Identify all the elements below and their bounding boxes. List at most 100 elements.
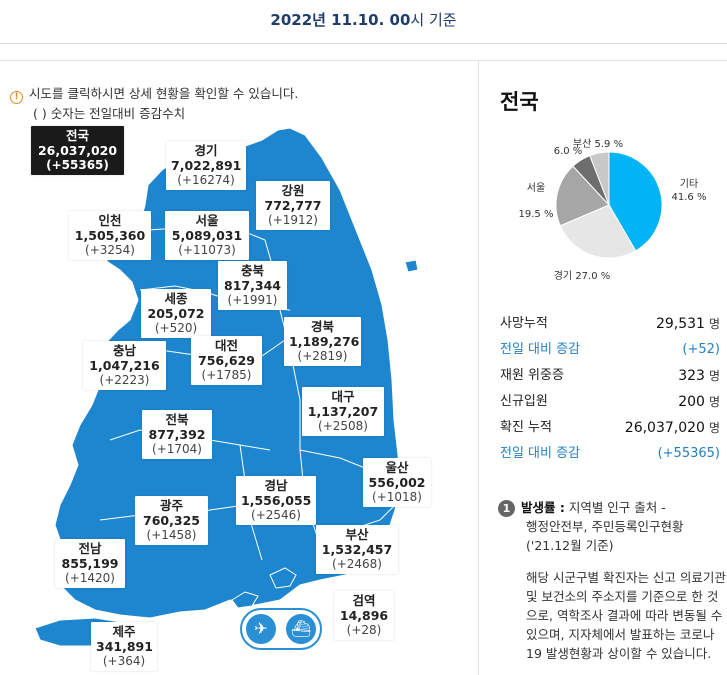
pie-slice	[589, 151, 610, 206]
region-delta: (+3254)	[85, 243, 135, 257]
region-delta: (+2546)	[251, 508, 301, 522]
region-delta: (+1912)	[268, 213, 318, 227]
region-jeju[interactable]: 제주 341,891 (+364)	[91, 622, 157, 671]
pie-label-etc: 기타 41.6 %	[671, 179, 707, 203]
stat-label: 신규입원	[500, 394, 548, 409]
region-gyeongnam[interactable]: 경남 1,556,055 (+2546)	[236, 476, 316, 525]
region-value: 26,037,020	[37, 143, 118, 158]
pie-slice	[555, 165, 610, 227]
info-icon: !	[10, 91, 23, 104]
source-text: 지역별 인구 출처 -	[564, 500, 666, 515]
pie-slice	[608, 151, 663, 252]
region-name: 충남	[112, 343, 136, 358]
region-delta: (+55365)	[46, 158, 109, 172]
region-gangwon[interactable]: 강원 772,777 (+1912)	[256, 181, 330, 230]
region-value: 760,325	[143, 513, 200, 528]
stat-critical: 재원 위중증 323 명	[500, 364, 720, 390]
ship-icon[interactable]: ⛴	[286, 614, 316, 644]
region-gwangju[interactable]: 광주 760,325 (+1458)	[135, 496, 208, 545]
region-value: 1,047,216	[89, 358, 160, 373]
region-value: 772,777	[264, 198, 322, 213]
region-name: 강원	[281, 183, 305, 198]
airport-port-toggle: ✈ ⛴	[240, 608, 322, 650]
disclaimer-note: 해당 시군구별 확진자는 신고 의료기관 및 보건소의 주소지를 기준으로 한 …	[526, 570, 726, 661]
region-daejeon[interactable]: 대전 756,629 (+1785)	[191, 336, 262, 385]
region-chungbuk[interactable]: 충북 817,344 (+1991)	[218, 261, 287, 310]
region-value: 205,072	[147, 306, 205, 321]
region-delta: (+520)	[154, 321, 198, 335]
stat-value: 29,531 명	[655, 316, 720, 332]
region-value: 877,392	[148, 427, 206, 442]
map-island-2	[269, 567, 297, 589]
stat-deaths: 사망누적 29,531 명	[500, 312, 720, 338]
region-delta: (+364)	[102, 654, 146, 668]
region-value: 1,189,276	[289, 334, 360, 349]
stat-label: 전일 대비 증감	[500, 446, 581, 461]
source-text: ('21.12월 기준)	[526, 538, 614, 553]
region-value: 756,629	[198, 353, 255, 368]
region-gyeongbuk[interactable]: 경북 1,189,276 (+2819)	[284, 317, 361, 366]
source-text: 행정안전부, 주민등록인구현황	[526, 519, 684, 534]
region-quarantine[interactable]: 검역 14,896 (+28)	[334, 591, 394, 640]
region-incheon[interactable]: 인천 1,505,360 (+3254)	[69, 211, 151, 260]
region-value: 341,891	[96, 639, 153, 654]
region-jeonbuk[interactable]: 전북 877,392 (+1704)	[142, 410, 212, 459]
side-title: 전국	[500, 90, 539, 114]
region-name: 광주	[159, 498, 183, 513]
region-name: 울산	[385, 460, 409, 475]
stat-value: 26,037,020 명	[624, 420, 720, 436]
region-value: 1,556,055	[241, 493, 312, 508]
region-jeonnam[interactable]: 전남 855,199 (+1420)	[55, 539, 125, 588]
korea-map-shape	[34, 127, 419, 647]
region-name: 제주	[112, 624, 136, 639]
region-value: 14,896	[339, 608, 389, 623]
region-gyeonggi[interactable]: 경기 7,022,891 (+16274)	[166, 141, 246, 190]
region-value: 1,137,207	[307, 404, 379, 419]
share-pie-chart: 기타 41.6 % 경기 27.0 % 서울 19.5 % 6.0 % 부산 5.9…	[500, 128, 727, 288]
region-seoul[interactable]: 서울 5,089,031 (+11073)	[165, 211, 249, 260]
region-name: 전북	[165, 412, 189, 427]
region-sejong[interactable]: 세종 205,072 (+520)	[141, 289, 211, 338]
region-daegu[interactable]: 대구 1,137,207 (+2508)	[302, 387, 384, 436]
reference-date: 2022년 11.10. 00시 기준	[270, 11, 457, 29]
map-island-1	[231, 591, 259, 609]
stats-panel: 사망누적 29,531 명 전일 대비 증감 (+52) 재원 위중증 323 명 …	[500, 312, 720, 468]
source-title: 발생률 :	[521, 500, 565, 515]
region-delta: (+2508)	[318, 419, 368, 433]
region-delta: (+1420)	[65, 571, 115, 585]
stat-cases: 확진 누적 26,037,020 명	[500, 416, 720, 442]
stat-value: (+55365)	[657, 446, 720, 461]
region-ulsan[interactable]: 울산 556,002 (+1018)	[363, 458, 431, 507]
region-chungnam[interactable]: 충남 1,047,216 (+2223)	[83, 341, 166, 390]
region-national[interactable]: 전국 26,037,020 (+55365)	[31, 126, 124, 175]
region-name: 검역	[352, 593, 376, 608]
stat-cases-delta: 전일 대비 증감 (+55365)	[500, 442, 720, 468]
region-name: 부산	[345, 527, 369, 542]
region-delta: (+28)	[346, 623, 382, 637]
pie-slices	[555, 151, 663, 259]
region-delta: (+1991)	[227, 293, 278, 307]
stat-admissions: 신규입원 200 명	[500, 390, 720, 416]
header-bar: 2022년 11.10. 00시 기준	[0, 0, 727, 44]
stat-value: 323 명	[678, 368, 720, 384]
footnote-number: 1	[498, 500, 515, 517]
divider	[0, 60, 727, 61]
region-delta: (+1458)	[146, 528, 197, 542]
stat-label: 전일 대비 증감	[500, 342, 581, 357]
region-name: 경남	[264, 478, 288, 493]
region-name: 세종	[164, 291, 188, 306]
pie-label-incheon: 6.0 %	[553, 146, 583, 157]
region-busan[interactable]: 부산 1,532,457 (+2468)	[316, 525, 398, 574]
region-delta: (+2223)	[99, 373, 150, 387]
stat-value: (+52)	[682, 342, 720, 357]
airplane-icon[interactable]: ✈	[246, 614, 276, 644]
region-delta: (+2468)	[332, 557, 382, 571]
region-value: 556,002	[368, 475, 426, 490]
stat-deaths-delta: 전일 대비 증감 (+52)	[500, 338, 720, 364]
stat-label: 재원 위중증	[500, 368, 564, 383]
region-name: 경북	[310, 319, 334, 334]
notice-text: 시도를 클릭하시면 상세 현황을 확인할 수 있습니다.	[29, 86, 299, 101]
divider-vertical	[478, 60, 479, 675]
region-delta: (+1018)	[372, 490, 422, 504]
region-delta: (+11073)	[178, 243, 236, 257]
